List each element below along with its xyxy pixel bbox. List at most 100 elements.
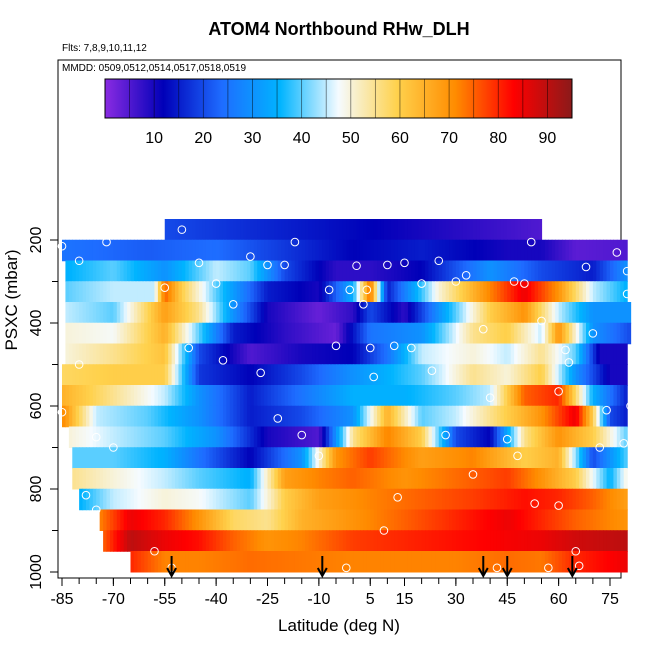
heatmap-cell: [109, 260, 114, 282]
heatmap-cell: [219, 530, 224, 552]
heatmap-cell: [236, 551, 241, 573]
heatmap-cell: [483, 322, 488, 345]
heatmap-cell: [154, 468, 159, 490]
heatmap-cell: [336, 509, 341, 531]
heatmap-cell: [387, 447, 392, 469]
heatmap-cell: [298, 530, 303, 552]
heatmap-cell: [582, 364, 587, 386]
heatmap-cell: [414, 302, 419, 324]
heatmap-cell: [452, 260, 457, 282]
heatmap-cell: [589, 302, 594, 324]
heatmap-cell: [144, 426, 149, 448]
heatmap-cell: [455, 364, 460, 386]
heatmap-cell: [575, 322, 580, 345]
heatmap-cell: [175, 343, 180, 365]
heatmap-cell: [514, 343, 519, 365]
heatmap-cell: [305, 343, 310, 365]
heatmap-cell: [575, 364, 580, 386]
heatmap-cell: [281, 405, 286, 428]
heatmap-cell: [473, 551, 478, 573]
heatmap-cell: [421, 239, 426, 262]
observation-marker: [526, 237, 536, 247]
heatmap-cell: [483, 343, 488, 365]
heatmap-cell: [428, 530, 433, 552]
heatmap-cell: [318, 302, 323, 324]
heatmap-cell: [599, 364, 604, 386]
heatmap-cell: [195, 343, 200, 365]
heatmap-cell: [85, 239, 90, 262]
heatmap-cell: [449, 530, 454, 552]
heatmap-cell: [137, 468, 142, 490]
heatmap-cell: [264, 385, 269, 407]
heatmap-cell: [473, 488, 478, 511]
heatmap-cell: [243, 488, 248, 511]
heatmap-cell: [96, 239, 101, 262]
heatmap-cell: [383, 322, 388, 345]
heatmap-cell: [106, 530, 111, 552]
heatmap-cell: [332, 530, 337, 552]
heatmap-cell: [572, 551, 577, 573]
heatmap-cell: [144, 530, 149, 552]
heatmap-cell: [397, 385, 402, 407]
heatmap-cell: [322, 302, 327, 324]
heatmap-cell: [157, 281, 162, 303]
heatmap-cell: [336, 447, 341, 469]
heatmap-cell: [359, 426, 364, 448]
heatmap-cell: [236, 219, 241, 241]
heatmap-cell: [397, 468, 402, 490]
heatmap-cell: [514, 530, 519, 552]
heatmap-cell: [181, 551, 186, 573]
heatmap-cell: [538, 551, 543, 573]
heatmap-cell: [267, 302, 272, 324]
observation-marker: [407, 343, 416, 353]
heatmap-cell: [418, 219, 423, 241]
heatmap-cell: [425, 322, 430, 345]
heatmap-cell: [298, 260, 303, 282]
heatmap-cell: [428, 468, 433, 490]
heatmap-cell: [356, 530, 361, 552]
heatmap-cell: [123, 405, 128, 428]
heatmap-cell: [123, 364, 128, 386]
heatmap-cell: [418, 447, 423, 469]
heatmap-cell: [270, 364, 275, 386]
heatmap-cell: [383, 530, 388, 552]
heatmap-cell: [178, 260, 183, 282]
heatmap-cell: [79, 447, 84, 469]
heatmap-cell: [613, 260, 618, 282]
heatmap-cell: [240, 426, 245, 448]
heatmap-cell: [243, 426, 248, 448]
heatmap-cell: [349, 343, 354, 365]
heatmap-cell: [133, 239, 138, 262]
heatmap-cell: [541, 302, 546, 324]
heatmap-cell: [195, 468, 200, 490]
heatmap-cell: [613, 343, 618, 365]
heatmap-cell: [157, 551, 162, 573]
heatmap-cell: [109, 426, 114, 448]
heatmap-cell: [390, 281, 395, 303]
heatmap-cell: [606, 322, 611, 345]
heatmap-cell: [151, 302, 156, 324]
heatmap-cell: [455, 302, 460, 324]
heatmap-cell: [459, 551, 464, 573]
heatmap-cell: [623, 405, 628, 428]
heatmap-cell: [353, 322, 358, 345]
heatmap-cell: [147, 447, 152, 469]
heatmap-cell: [548, 405, 553, 428]
observation-marker: [74, 360, 84, 369]
heatmap-cell: [586, 551, 591, 573]
heatmap-cell: [596, 302, 601, 324]
heatmap-cell: [551, 239, 556, 262]
heatmap-cell: [318, 509, 323, 531]
heatmap-cell: [281, 343, 286, 365]
heatmap-cell: [493, 468, 498, 490]
heatmap-cell: [493, 364, 498, 386]
heatmap-cell: [401, 385, 406, 407]
heatmap-cell: [226, 405, 231, 428]
heatmap-cell: [325, 343, 330, 365]
heatmap-cell: [229, 551, 234, 573]
heatmap-cell: [534, 281, 539, 303]
heatmap-cell: [370, 509, 375, 531]
heatmap-cell: [188, 426, 193, 448]
heatmap-cell: [209, 239, 214, 262]
heatmap-cell: [205, 281, 210, 303]
